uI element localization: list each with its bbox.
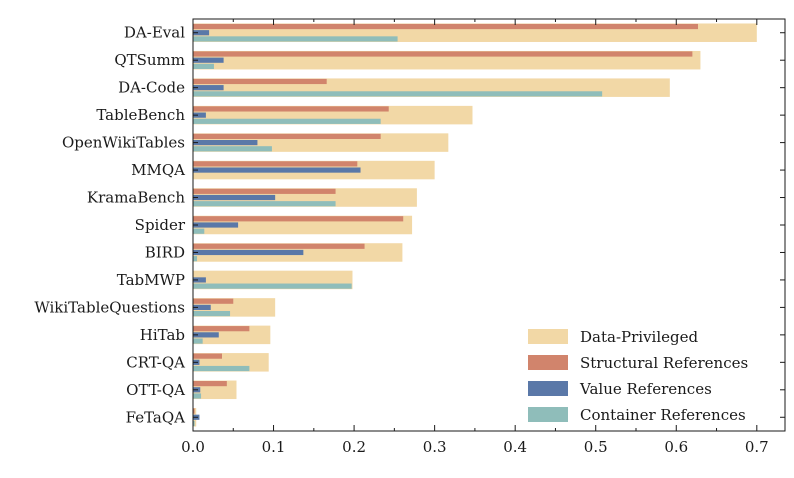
x-tick-label: 0.7	[745, 438, 769, 456]
category-label-fetaqa: FeTaQA	[126, 408, 186, 426]
category-label-kramabench: KramaBench	[87, 189, 185, 207]
x-tick-label: 0.1	[262, 438, 286, 456]
bar-structural-mmqa	[193, 161, 358, 167]
bar-container-tablebench	[193, 118, 381, 124]
category-label-hitab: HiTab	[140, 326, 185, 344]
bar-container-ott-qa	[193, 393, 202, 399]
category-labels: DA-Eval QTSumm DA-Code TableBench OpenWikiTa…	[34, 24, 185, 427]
bar-container-qtsumm	[193, 63, 214, 69]
bar-container-fetaqa	[193, 420, 195, 427]
bar-structural-tablebench	[193, 106, 389, 112]
bar-structural-da-eval	[193, 23, 699, 30]
category-label-mmqa: MMQA	[131, 161, 185, 179]
bar-value-wikitablequestions	[193, 304, 211, 310]
bar-container-openwikitables	[193, 146, 272, 152]
category-label-tablebench: TableBench	[96, 106, 185, 124]
category-label-qtsumm: QTSumm	[114, 51, 185, 69]
bar-structural-qtsumm	[193, 51, 693, 57]
bar-value-tablebench	[193, 112, 206, 118]
x-tick-label: 0.0	[181, 438, 205, 456]
legend-swatch-container-references	[528, 407, 568, 422]
legend: Data-Privileged Structural References Valu…	[528, 328, 748, 424]
bar-value-tabmwp	[193, 277, 206, 283]
bar-value-da-eval	[193, 30, 210, 36]
legend-swatch-value-references	[528, 381, 568, 396]
legend-label-container-references: Container References	[580, 406, 746, 424]
bar-value-openwikitables	[193, 140, 258, 146]
bar-value-qtsumm	[193, 57, 224, 63]
x-tick-label: 0.6	[664, 438, 688, 456]
bar-structural-spider	[193, 216, 404, 222]
bar-container-hitab	[193, 338, 203, 344]
bar-structural-da-code	[193, 78, 327, 85]
bar-value-spider	[193, 222, 239, 228]
bar-container-spider	[193, 228, 205, 234]
bar-structural-crt-qa	[193, 353, 222, 359]
bar-container-crt-qa	[193, 365, 250, 372]
bar-structural-wikitablequestions	[193, 298, 234, 304]
bar-value-bird	[193, 249, 304, 256]
legend-swatch-data-privileged	[528, 329, 568, 344]
legend-label-structural-references: Structural References	[580, 354, 748, 372]
bar-container-da-code	[193, 91, 603, 97]
bar-value-da-code	[193, 85, 224, 91]
legend-label-data-privileged: Data-Privileged	[580, 328, 698, 346]
category-label-da-eval: DA-Eval	[124, 24, 185, 42]
category-label-da-code: DA-Code	[118, 79, 185, 97]
category-label-wikitablequestions: WikiTableQuestions	[34, 298, 185, 316]
x-tick-label: 0.5	[584, 438, 608, 456]
bar-container-bird	[193, 256, 198, 262]
category-label-spider: Spider	[135, 216, 186, 234]
bar-value-kramabench	[193, 194, 276, 201]
bar-container-wikitablequestions	[193, 311, 231, 317]
category-label-bird: BIRD	[145, 243, 185, 261]
bar-structural-hitab	[193, 326, 250, 332]
bar-container-tabmwp	[193, 283, 352, 289]
category-label-openwikitables: OpenWikiTables	[62, 134, 185, 152]
bar-structural-fetaqa	[193, 408, 195, 414]
category-label-tabmwp: TabMWP	[117, 271, 185, 289]
x-tick-label: 0.3	[423, 438, 447, 456]
plot-frame	[192, 18, 786, 432]
legend-swatch-structural-references	[528, 355, 568, 370]
bar-value-hitab	[193, 332, 219, 338]
axes: 0.0 0.1 0.2 0.3 0.4 0.5 0.6 0.7	[181, 18, 786, 456]
x-tick-label: 0.2	[342, 438, 366, 456]
bar-container-kramabench	[193, 201, 336, 207]
category-label-crt-qa: CRT-QA	[126, 353, 185, 371]
bar-value-mmqa	[193, 167, 361, 173]
bars-layer	[193, 23, 757, 427]
category-label-ott-qa: OTT-QA	[126, 381, 185, 399]
bar-structural-kramabench	[193, 188, 336, 194]
bar-structural-ott-qa	[193, 381, 227, 387]
bar-structural-bird	[193, 243, 365, 249]
bar-structural-openwikitables	[193, 133, 381, 139]
legend-label-value-references: Value References	[579, 380, 712, 398]
x-tick-label: 0.4	[503, 438, 527, 456]
bar-container-da-eval	[193, 36, 398, 42]
